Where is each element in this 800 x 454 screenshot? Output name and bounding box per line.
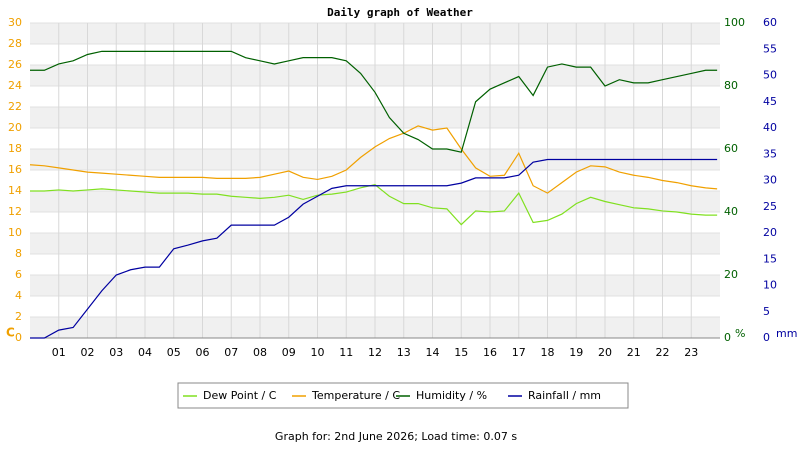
- y2-tick-label: 20: [724, 268, 738, 281]
- y3-tick-label: 45: [763, 95, 777, 108]
- y-tick-label: 0: [15, 331, 22, 344]
- y2-tick-label: 80: [724, 79, 738, 92]
- y3-tick-label: 60: [763, 16, 777, 29]
- legend-label: Rainfall / mm: [528, 389, 601, 402]
- series-line: [30, 50, 718, 153]
- y-tick-label: 26: [8, 58, 22, 71]
- legend-label: Humidity / %: [416, 389, 487, 402]
- x-tick-label: 18: [541, 346, 555, 359]
- x-tick-label: 15: [454, 346, 468, 359]
- y-tick-label: 8: [15, 247, 22, 260]
- x-tick-label: 04: [138, 346, 152, 359]
- x-tick-label: 05: [167, 346, 181, 359]
- y3-tick-label: 35: [763, 147, 777, 160]
- y3-tick-label: 25: [763, 200, 777, 213]
- y-tick-label: 12: [8, 205, 22, 218]
- x-tick-label: 06: [196, 346, 210, 359]
- y-tick-label: 2: [15, 310, 22, 323]
- y3-tick-label: 50: [763, 69, 777, 82]
- series-line: [30, 158, 718, 339]
- y3-tick-label: 5: [763, 305, 770, 318]
- x-tick-label: 12: [368, 346, 382, 359]
- x-tick-label: 13: [397, 346, 411, 359]
- y3-tick-label: 40: [763, 121, 777, 134]
- footer: Graph for: 2nd June 2026; Load time: 0.0…: [275, 430, 517, 443]
- y-tick-label: 20: [8, 121, 22, 134]
- x-tick-label: 03: [109, 346, 123, 359]
- y3-tick-label: 30: [763, 174, 777, 187]
- x-tick-label: 08: [253, 346, 267, 359]
- x-tick-label: 16: [483, 346, 497, 359]
- y-tick-label: 10: [8, 226, 22, 239]
- y3-tick-label: 0: [763, 331, 770, 344]
- legend-label: Dew Point / C: [203, 389, 277, 402]
- y-tick-label: 16: [8, 163, 22, 176]
- x-tick-label: 19: [569, 346, 583, 359]
- x-tick-label: 09: [282, 346, 296, 359]
- y-tick-label: 4: [15, 289, 22, 302]
- y-tick-label: 28: [8, 37, 22, 50]
- x-tick-label: 07: [224, 346, 238, 359]
- y2-tick-label: 60: [724, 142, 738, 155]
- y3-tick-label: 20: [763, 226, 777, 239]
- y-tick-label: 18: [8, 142, 22, 155]
- y3-tick-label: 55: [763, 42, 777, 55]
- y-tick-label: 30: [8, 16, 22, 29]
- y-axis-label: C: [6, 326, 15, 340]
- x-tick-label: 02: [81, 346, 95, 359]
- y2-axis-label: %: [735, 327, 745, 340]
- y-tick-label: 14: [8, 184, 22, 197]
- x-tick-label: 20: [598, 346, 612, 359]
- x-tick-label: 23: [684, 346, 698, 359]
- x-tick-label: 22: [656, 346, 670, 359]
- y2-tick-label: 0: [724, 331, 731, 344]
- chart-title: Daily graph of Weather: [327, 6, 473, 19]
- y-tick-label: 24: [8, 79, 22, 92]
- y3-tick-label: 15: [763, 252, 777, 265]
- x-tick-label: 14: [426, 346, 440, 359]
- y2-tick-label: 40: [724, 205, 738, 218]
- y3-axis-label: mm: [776, 327, 797, 340]
- legend-label: Temperature / C: [311, 389, 400, 402]
- series-line: [29, 125, 718, 194]
- y-tick-label: 6: [15, 268, 22, 281]
- y3-tick-label: 10: [763, 279, 777, 292]
- x-tick-label: 11: [339, 346, 353, 359]
- x-tick-label: 10: [311, 346, 325, 359]
- x-tick-label: 21: [627, 346, 641, 359]
- y-tick-label: 22: [8, 100, 22, 113]
- x-tick-label: 17: [512, 346, 526, 359]
- series-line: [30, 184, 718, 226]
- x-tick-label: 01: [52, 346, 66, 359]
- y2-tick-label: 100: [724, 16, 745, 29]
